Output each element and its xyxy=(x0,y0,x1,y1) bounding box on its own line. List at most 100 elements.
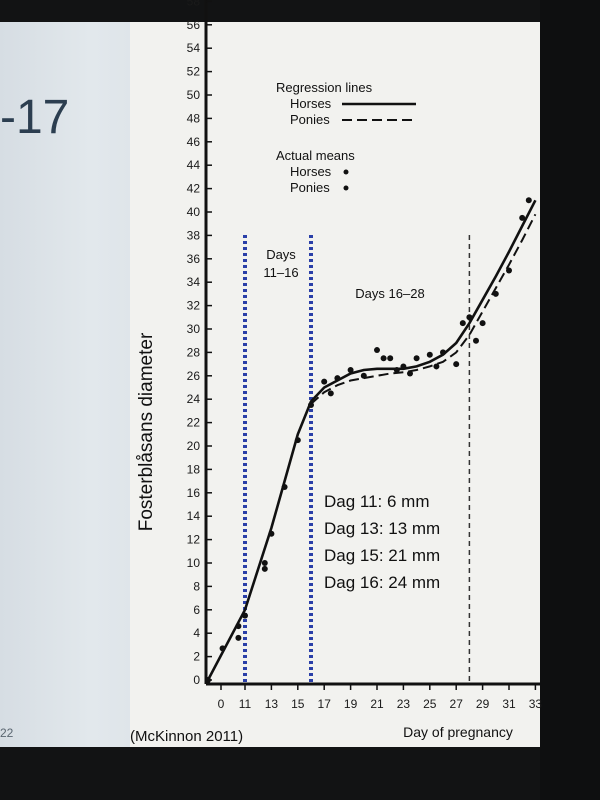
data-point xyxy=(440,349,446,356)
axes: 0246810121416182022242628303234363840424… xyxy=(187,0,543,711)
y-tick-label: 10 xyxy=(187,556,201,570)
y-tick-label: 46 xyxy=(187,135,201,149)
y-tick-label: 52 xyxy=(187,65,201,79)
data-point xyxy=(433,363,440,370)
source-citation: (McKinnon 2011) xyxy=(130,728,243,745)
chart-slide xyxy=(130,22,540,747)
legend-ponies-line-label: Ponies xyxy=(290,112,330,127)
x-tick-label: 11 xyxy=(239,697,252,711)
data-point xyxy=(235,623,242,630)
data-point xyxy=(453,361,460,368)
x-tick-label: 25 xyxy=(423,697,437,711)
data-point xyxy=(519,214,526,221)
y-tick-label: 4 xyxy=(193,626,200,640)
x-tick-label: 15 xyxy=(291,697,305,711)
data-point xyxy=(400,363,407,370)
data-point xyxy=(281,483,288,490)
y-tick-label: 34 xyxy=(187,275,201,289)
data-points xyxy=(205,197,532,683)
y-tick-label: 12 xyxy=(187,533,201,547)
y-tick-label: 42 xyxy=(187,182,201,196)
data-point xyxy=(407,370,413,377)
data-point xyxy=(268,530,275,537)
data-point xyxy=(205,677,211,683)
data-point xyxy=(393,366,400,373)
legend-ponies-point-label: Ponies xyxy=(290,180,330,195)
data-point xyxy=(466,314,473,321)
x-tick-label: 33 xyxy=(529,697,543,711)
y-tick-label: 54 xyxy=(187,41,201,55)
data-point xyxy=(235,634,242,641)
slide-page-index: 22 xyxy=(0,726,14,740)
series-lines xyxy=(206,199,537,681)
y-tick-label: 6 xyxy=(193,603,200,617)
y-tick-label: 20 xyxy=(187,439,201,453)
data-point xyxy=(294,437,301,444)
data-point xyxy=(242,612,248,619)
x-tick-label: 27 xyxy=(450,697,464,711)
legend-title-means: Actual means xyxy=(276,148,355,163)
data-point xyxy=(387,355,394,362)
y-tick-label: 58 xyxy=(187,0,201,8)
data-point xyxy=(360,372,367,379)
y-tick-label: 38 xyxy=(187,228,201,242)
y-tick-label: 40 xyxy=(187,205,201,219)
annotation-dag-1: Dag 13: 13 mm xyxy=(324,519,440,538)
y-tick-label: 18 xyxy=(187,462,201,476)
annotation-dag-2: Dag 15: 21 mm xyxy=(324,546,440,565)
data-point xyxy=(525,197,532,204)
data-point xyxy=(413,355,420,362)
region-label-days-line2: 11–16 xyxy=(263,265,298,280)
y-tick-label: 8 xyxy=(193,579,200,593)
data-point xyxy=(334,375,341,382)
y-tick-label: 32 xyxy=(187,299,201,313)
y-tick-label: 26 xyxy=(187,369,201,383)
data-point xyxy=(479,320,486,327)
x-axis-label: Day of pregnancy xyxy=(403,724,513,740)
data-point xyxy=(308,402,314,409)
y-tick-label: 16 xyxy=(187,486,201,500)
y-tick-label: 22 xyxy=(187,416,201,430)
y-tick-label: 14 xyxy=(187,509,201,523)
y-tick-label: 56 xyxy=(187,18,201,32)
legend-horses-point-marker xyxy=(343,169,349,175)
y-axis-label-group: Fosterblåsans diameter xyxy=(136,332,157,531)
x-tick-label: 17 xyxy=(318,697,332,711)
data-point xyxy=(261,560,268,566)
data-point xyxy=(492,290,499,297)
data-point xyxy=(347,366,354,373)
y-tick-label: 28 xyxy=(187,345,201,359)
x-tick-label: 29 xyxy=(476,697,490,711)
annotation-dag-0: Dag 11: 6 mm xyxy=(324,492,430,511)
device-edge xyxy=(540,0,600,800)
x-tick-label: 19 xyxy=(344,697,358,711)
y-tick-label: 30 xyxy=(187,322,201,336)
region-label-days-line1: Days xyxy=(266,247,296,262)
y-axis-label: Fosterblåsans diameter xyxy=(136,332,157,531)
y-tick-label: 24 xyxy=(187,392,201,406)
y-tick-label: 48 xyxy=(187,111,201,125)
y-tick-label: 2 xyxy=(193,650,200,664)
data-point xyxy=(380,355,387,362)
data-point xyxy=(473,337,479,344)
series-line-ponies xyxy=(310,213,537,405)
x-tick-label: 13 xyxy=(265,697,279,711)
legend-horses-point-label: Horses xyxy=(290,164,332,179)
x-tick-label: 0 xyxy=(218,697,225,711)
series-line-horses xyxy=(206,199,537,681)
region-label-16-28: Days 16–28 xyxy=(355,286,424,301)
data-point xyxy=(327,390,334,397)
y-tick-label: 50 xyxy=(187,88,201,102)
data-point xyxy=(261,565,268,572)
regions: Days 11–16 Days 16–28 xyxy=(243,235,471,684)
annotations: Dag 11: 6 mm Dag 13: 13 mm Dag 15: 21 mm Da… xyxy=(324,492,440,592)
x-tick-label: 21 xyxy=(370,697,384,711)
data-point xyxy=(506,267,512,274)
y-tick-label: 44 xyxy=(187,158,201,172)
annotation-dag-3: Dag 16: 24 mm xyxy=(324,573,440,592)
data-point xyxy=(374,347,380,354)
legend-ponies-point-marker xyxy=(343,185,349,191)
legend-title-regression: Regression lines xyxy=(276,80,373,95)
x-tick-label: 31 xyxy=(502,697,516,711)
legend-horses-line-label: Horses xyxy=(290,96,332,111)
